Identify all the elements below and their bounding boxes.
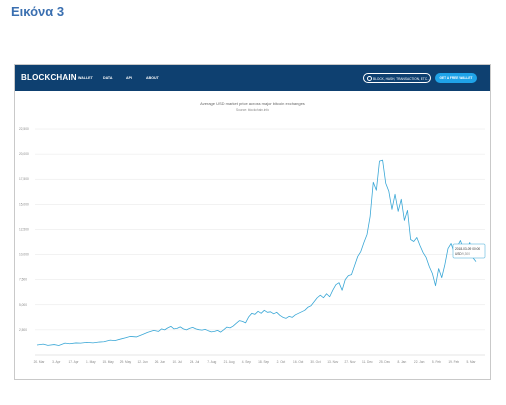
chart-tooltip: 2018-03-09 00:00 USD 9,300 (452, 243, 486, 259)
tooltip-date: 2018-03-09 00:00 (455, 247, 480, 251)
x-tick-label: 22. Jan (414, 360, 425, 364)
tooltip-value: 9,300 (462, 252, 470, 256)
search-icon (367, 76, 372, 81)
x-tick-label: 5. Feb (432, 360, 441, 364)
x-tick-label: 29. May (120, 360, 132, 364)
chart-source: Source: blockchain.info (236, 108, 269, 112)
x-tick-label: 20. Mar (34, 360, 46, 364)
tooltip-series-label: USD (455, 252, 462, 256)
price-chart[interactable]: 2,500 5,000 7,500 10,000 12,500 15,000 17,500 2… (15, 65, 490, 379)
chart-title: Average USD market price across major bi… (200, 101, 305, 106)
blockchain-logo[interactable]: BLOCKCHAIN (21, 73, 77, 82)
x-tick-label: 4. Sep (242, 360, 251, 364)
y-tick-label: 15,000 (19, 202, 29, 206)
y-tick-label: 22,500 (19, 127, 29, 131)
y-tick-label: 17,500 (19, 177, 29, 181)
nav-item-wallet[interactable]: WALLET (78, 76, 93, 80)
nav-item-about[interactable]: ABOUT (146, 76, 159, 80)
navbar: BLOCKCHAIN WALLET DATA API ABOUT BLOCK, … (15, 65, 490, 91)
y-axis-ticks: 2,500 5,000 7,500 10,000 12,500 15,000 17,500 2… (19, 127, 29, 332)
tooltip-box (452, 243, 486, 259)
document-caption: Εικόνα 3 (11, 4, 65, 19)
chart-grid (35, 128, 485, 356)
x-tick-label: 15. May (102, 360, 114, 364)
x-tick-label: 3. Apr (52, 360, 61, 364)
x-tick-label: 10. Jul (173, 360, 183, 364)
x-tick-label: 16. Oct (293, 360, 303, 364)
x-tick-label: 30. Oct (310, 360, 320, 364)
x-tick-label: 2. Oct (277, 360, 286, 364)
y-tick-label: 12,500 (19, 227, 29, 231)
get-free-wallet-button[interactable]: GET A FREE WALLET (435, 73, 477, 83)
x-tick-label: 18. Sep (258, 360, 269, 364)
search-box[interactable]: BLOCK, HASH, TRANSACTION, ETC... (363, 73, 431, 83)
y-tick-label: 2,500 (19, 328, 27, 332)
y-tick-label: 5,000 (19, 303, 27, 307)
x-tick-label: 13. Nov (327, 360, 338, 364)
x-tick-label: 11. Dec (362, 360, 373, 364)
x-tick-label: 27. Nov (345, 360, 356, 364)
search-input[interactable]: BLOCK, HASH, TRANSACTION, ETC... (373, 76, 430, 81)
price-series-line (36, 159, 477, 346)
x-tick-label: 1. May (86, 360, 96, 364)
x-tick-label: 25. Dec (379, 360, 390, 364)
x-tick-label: 24. Jul (190, 360, 200, 364)
screenshot-frame: BLOCKCHAIN WALLET DATA API ABOUT BLOCK, … (14, 64, 491, 380)
nav-item-api[interactable]: API (126, 76, 132, 80)
x-axis-ticks: 20. Mar 3. Apr 17. Apr 1. May 15. May 29. May… (34, 360, 477, 364)
y-tick-label: 20,000 (19, 152, 29, 156)
x-tick-label: 12. Jun (137, 360, 148, 364)
x-tick-label: 26. Jun (155, 360, 166, 364)
x-tick-label: 19. Feb (448, 360, 459, 364)
x-tick-label: 7. Aug (207, 360, 216, 364)
x-tick-label: 5. Mar (466, 360, 476, 364)
y-tick-label: 10,000 (19, 253, 29, 257)
nav-item-data[interactable]: DATA (103, 76, 113, 80)
x-tick-label: 21. Aug (224, 360, 235, 364)
x-tick-label: 8. Jan (398, 360, 407, 364)
y-tick-label: 7,500 (19, 278, 27, 282)
x-tick-label: 17. Apr (69, 360, 80, 364)
